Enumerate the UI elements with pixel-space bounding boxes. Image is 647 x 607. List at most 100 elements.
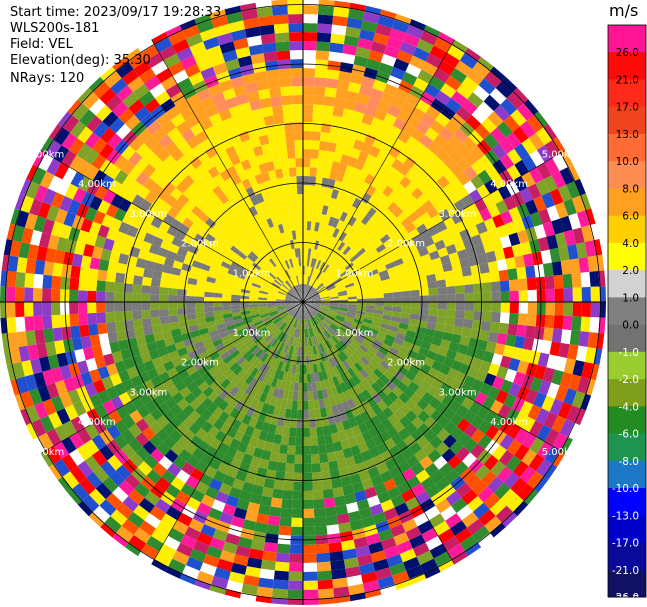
range-gate (456, 83, 473, 100)
range-gate (388, 248, 400, 258)
range-gate (464, 302, 474, 311)
range-gate (155, 476, 171, 492)
range-gate (368, 346, 379, 355)
range-gate (54, 208, 68, 225)
range-gate (142, 163, 156, 178)
range-gate (365, 294, 375, 299)
range-gate (291, 77, 303, 87)
range-gate (303, 295, 310, 302)
instrument-name: WLS200s-181 (10, 21, 100, 36)
range-gate (461, 327, 472, 338)
range-gate (114, 169, 129, 185)
range-gate (67, 199, 82, 215)
range-gate (169, 174, 183, 188)
range-gate (428, 302, 438, 310)
range-gate (517, 278, 528, 291)
range-gate (451, 90, 468, 107)
range-gate (307, 275, 312, 285)
range-gate (524, 199, 539, 215)
range-gate (295, 158, 303, 168)
range-gate (351, 323, 361, 331)
range-gate (296, 185, 303, 195)
range-gate (593, 348, 603, 365)
range-gate (206, 545, 223, 559)
range-gate (508, 312, 519, 325)
range-gate (39, 415, 55, 433)
range-gate (529, 167, 544, 184)
range-gate (358, 84, 373, 97)
range-gate (151, 236, 164, 248)
range-gate (383, 369, 394, 381)
range-gate (134, 266, 145, 277)
range-gate (183, 338, 194, 348)
range-gate (40, 450, 54, 468)
range-gate (217, 347, 228, 356)
range-gate (174, 340, 186, 351)
range-gate (315, 269, 321, 279)
range-gate (222, 117, 236, 130)
range-gate (356, 382, 367, 393)
range-gate (263, 354, 272, 365)
range-gate (410, 162, 424, 175)
range-gate (336, 513, 350, 525)
range-gate (200, 494, 216, 508)
range-gate (428, 294, 438, 302)
range-gate (317, 371, 324, 382)
range-gate (190, 239, 202, 249)
range-gate (343, 203, 353, 214)
range-gate (97, 322, 108, 335)
range-gate (505, 455, 522, 472)
range-gate (257, 411, 267, 422)
range-gate (374, 305, 384, 311)
range-gate (262, 550, 277, 562)
range-gate (363, 257, 374, 266)
range-gate (314, 259, 320, 269)
range-gate (354, 178, 365, 190)
range-gate (580, 316, 591, 333)
range-ring-label: 5.00km (26, 149, 64, 160)
range-gate (475, 369, 488, 383)
range-gate (491, 353, 503, 366)
range-ring-label: 5.00km (542, 149, 580, 160)
range-gate (361, 162, 373, 174)
range-gate (185, 33, 204, 48)
colorbar-tick-label: -1.0 (619, 347, 640, 359)
range-gate (265, 321, 274, 329)
range-gate (455, 142, 471, 158)
range-gate (147, 387, 160, 401)
range-gate (205, 375, 217, 387)
range-gate (359, 327, 369, 335)
range-gate (175, 181, 189, 194)
range-gate (160, 75, 177, 91)
range-gate (122, 130, 138, 146)
range-gate (181, 332, 192, 341)
range-gate (188, 271, 199, 280)
range-gate (24, 287, 34, 302)
range-gate (314, 372, 320, 383)
range-gate (276, 131, 287, 142)
range-gate (341, 322, 352, 329)
range-gate (69, 138, 85, 155)
range-gate (262, 42, 277, 54)
range-gate (365, 533, 381, 546)
range-gate (76, 360, 90, 375)
range-gate (442, 407, 456, 421)
range-gate (232, 338, 243, 347)
range-gate (20, 178, 32, 196)
range-gate (450, 163, 464, 178)
range-gate (298, 319, 302, 329)
range-gate (372, 79, 387, 92)
range-gate (196, 58, 213, 72)
range-gate (375, 261, 386, 270)
range-gate (15, 302, 25, 318)
range-gate (445, 513, 462, 529)
range-gate (502, 246, 515, 259)
range-gate (505, 132, 522, 149)
range-gate (567, 422, 580, 440)
colorbar-tick-label: -30.0 (612, 594, 639, 606)
range-gate (267, 296, 277, 300)
range-gate (417, 422, 431, 436)
range-gate (398, 427, 411, 441)
range-gate (165, 484, 181, 499)
colorbar-tick-label: 13.0 (616, 129, 639, 141)
